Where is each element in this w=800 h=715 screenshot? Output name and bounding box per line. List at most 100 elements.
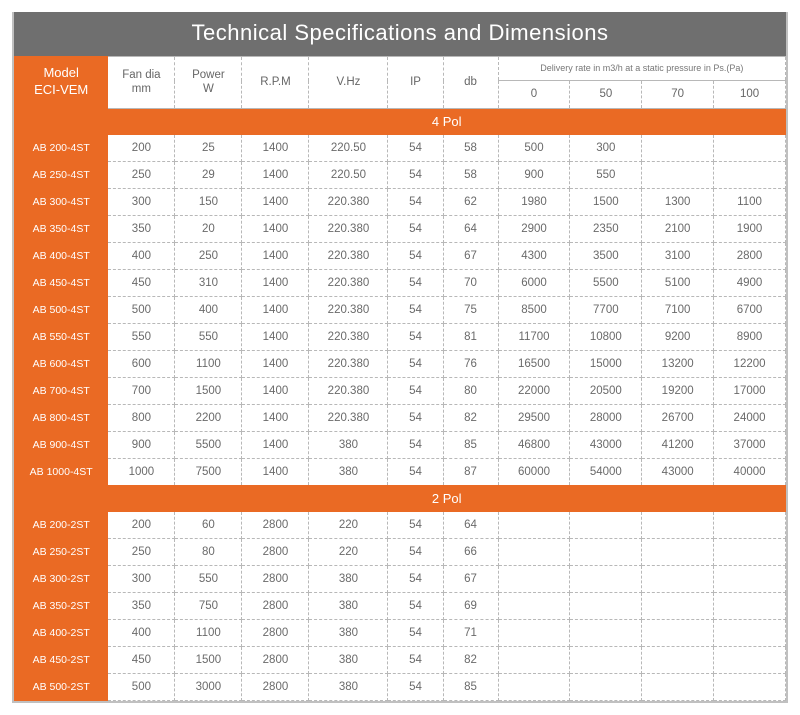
table-row: AB 300-2ST30055028003805467 [15, 565, 786, 592]
value-cell: 76 [443, 350, 498, 377]
value-cell: 67 [443, 242, 498, 269]
col-vhz: V.Hz [309, 57, 388, 109]
value-cell [498, 646, 570, 673]
value-cell: 7500 [175, 458, 242, 485]
value-cell: 1400 [242, 188, 309, 215]
value-cell: 1400 [242, 215, 309, 242]
value-cell: 69 [443, 592, 498, 619]
value-cell: 87 [443, 458, 498, 485]
section-band: 4 Pol [108, 108, 786, 134]
value-cell: 19200 [642, 377, 714, 404]
value-cell: 5100 [642, 269, 714, 296]
value-cell [642, 134, 714, 161]
value-cell: 1100 [175, 350, 242, 377]
value-cell: 220.380 [309, 404, 388, 431]
model-cell: AB 250-4ST [15, 161, 108, 188]
model-cell: AB 600-4ST [15, 350, 108, 377]
value-cell: 54 [388, 215, 443, 242]
value-cell [498, 619, 570, 646]
value-cell: 60 [175, 511, 242, 538]
value-cell: 1400 [242, 431, 309, 458]
value-cell: 37000 [714, 431, 786, 458]
value-cell: 80 [443, 377, 498, 404]
value-cell [570, 619, 642, 646]
col-model: Model ECI-VEM [15, 57, 108, 109]
value-cell: 220 [309, 538, 388, 565]
value-cell: 1400 [242, 269, 309, 296]
model-cell: AB 350-2ST [15, 592, 108, 619]
value-cell: 64 [443, 215, 498, 242]
value-cell: 10800 [570, 323, 642, 350]
value-cell: 1400 [242, 404, 309, 431]
value-cell: 310 [175, 269, 242, 296]
value-cell: 70 [443, 269, 498, 296]
value-cell: 1900 [714, 215, 786, 242]
model-cell: AB 250-2ST [15, 538, 108, 565]
value-cell: 400 [175, 296, 242, 323]
value-cell: 5500 [175, 431, 242, 458]
value-cell: 85 [443, 673, 498, 700]
section-spacer [15, 108, 108, 134]
table-body: 4 PolAB 200-4ST200251400220.505458500300… [15, 108, 786, 700]
value-cell: 4300 [498, 242, 570, 269]
value-cell: 13200 [642, 350, 714, 377]
value-cell: 54 [388, 350, 443, 377]
value-cell: 220.380 [309, 242, 388, 269]
value-cell: 8900 [714, 323, 786, 350]
model-cell: AB 500-4ST [15, 296, 108, 323]
value-cell: 1980 [498, 188, 570, 215]
table-row: AB 450-2ST450150028003805482 [15, 646, 786, 673]
model-cell: AB 450-2ST [15, 646, 108, 673]
value-cell: 9200 [642, 323, 714, 350]
value-cell: 500 [108, 296, 175, 323]
model-cell: AB 1000-4ST [15, 458, 108, 485]
col-fan-dia: Fan dia mm [108, 57, 175, 109]
value-cell [642, 538, 714, 565]
value-cell: 4900 [714, 269, 786, 296]
value-cell: 29500 [498, 404, 570, 431]
model-cell: AB 900-4ST [15, 431, 108, 458]
value-cell: 380 [309, 619, 388, 646]
value-cell: 1400 [242, 242, 309, 269]
value-cell: 54 [388, 404, 443, 431]
value-cell: 220.380 [309, 269, 388, 296]
section-band: 2 Pol [108, 485, 786, 511]
value-cell: 54 [388, 646, 443, 673]
value-cell [714, 619, 786, 646]
value-cell [642, 511, 714, 538]
model-cell: AB 400-4ST [15, 242, 108, 269]
value-cell: 54 [388, 296, 443, 323]
value-cell [714, 538, 786, 565]
value-cell: 1400 [242, 296, 309, 323]
value-cell: 62 [443, 188, 498, 215]
value-cell: 380 [309, 565, 388, 592]
value-cell: 200 [108, 134, 175, 161]
value-cell: 220.380 [309, 215, 388, 242]
value-cell [498, 565, 570, 592]
value-cell [570, 511, 642, 538]
table-row: AB 1000-4ST10007500140038054876000054000… [15, 458, 786, 485]
value-cell [498, 538, 570, 565]
value-cell: 220.380 [309, 377, 388, 404]
col-model-l2: ECI-VEM [34, 82, 88, 97]
model-cell: AB 500-2ST [15, 673, 108, 700]
value-cell [714, 673, 786, 700]
table-row: AB 700-4ST70015001400220.380548022000205… [15, 377, 786, 404]
spec-table: Model ECI-VEM Fan dia mm Power W R.P.M V… [14, 56, 786, 701]
value-cell: 2100 [642, 215, 714, 242]
value-cell: 11700 [498, 323, 570, 350]
table-row: AB 800-4ST80022001400220.380548229500280… [15, 404, 786, 431]
value-cell [642, 592, 714, 619]
model-cell: AB 450-4ST [15, 269, 108, 296]
value-cell: 54 [388, 592, 443, 619]
value-cell [714, 161, 786, 188]
value-cell: 400 [108, 242, 175, 269]
value-cell: 67 [443, 565, 498, 592]
value-cell: 58 [443, 134, 498, 161]
value-cell: 550 [175, 565, 242, 592]
value-cell: 66 [443, 538, 498, 565]
value-cell: 43000 [570, 431, 642, 458]
value-cell: 29 [175, 161, 242, 188]
value-cell: 64 [443, 511, 498, 538]
value-cell: 300 [108, 565, 175, 592]
